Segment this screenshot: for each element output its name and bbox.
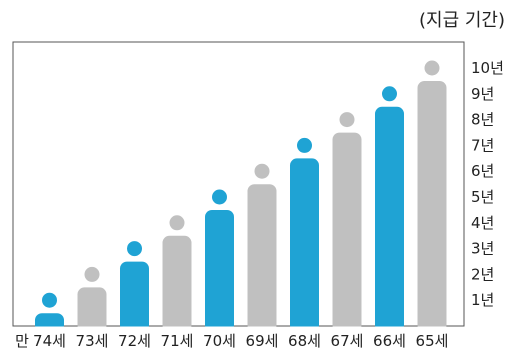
y-tick-label: 6년 bbox=[471, 162, 494, 180]
bar-head-6 bbox=[297, 137, 312, 153]
y-tick-label: 2년 bbox=[471, 265, 494, 283]
x-tick-label: 68세 bbox=[288, 332, 321, 349]
bar-3 bbox=[162, 235, 192, 332]
x-axis-prefix: 만 bbox=[15, 332, 29, 349]
bars-group bbox=[14, 60, 463, 335]
bar-9 bbox=[417, 81, 447, 332]
y-tick-label: 7년 bbox=[471, 136, 494, 154]
x-tick-label: 69세 bbox=[246, 332, 279, 349]
bar-head-1 bbox=[84, 266, 100, 282]
bar-head-9 bbox=[424, 60, 440, 76]
bar-2 bbox=[120, 261, 149, 332]
bar-head-3 bbox=[169, 215, 185, 231]
bar-head-4 bbox=[212, 189, 227, 205]
x-tick-label: 70세 bbox=[203, 332, 236, 349]
bar-5 bbox=[247, 184, 277, 332]
bar-head-8 bbox=[382, 86, 397, 102]
bar-head-2 bbox=[127, 241, 142, 257]
y-tick-label: 1년 bbox=[471, 291, 494, 309]
x-tick-label: 71세 bbox=[161, 332, 194, 349]
y-tick-label: 9년 bbox=[471, 85, 494, 103]
y-tick-label: 3년 bbox=[471, 240, 494, 258]
unit-label: (지급 기간) bbox=[418, 10, 505, 31]
bar-head-7 bbox=[339, 112, 355, 128]
x-tick-label: 65세 bbox=[416, 332, 449, 349]
y-tick-label: 5년 bbox=[471, 188, 494, 206]
bar-1 bbox=[77, 287, 107, 332]
bar-4 bbox=[205, 210, 234, 332]
x-tick-label: 74세 bbox=[33, 332, 66, 349]
x-tick-label: 67세 bbox=[331, 332, 364, 349]
bar-head-0 bbox=[42, 292, 57, 308]
y-tick-label: 8년 bbox=[471, 111, 494, 129]
bar-6 bbox=[290, 158, 319, 332]
x-tick-label: 72세 bbox=[118, 332, 151, 349]
y-tick-label: 4년 bbox=[471, 214, 494, 232]
bar-head-5 bbox=[254, 163, 270, 179]
x-tick-label: 66세 bbox=[373, 332, 406, 349]
y-axis-ticks: 1년 2년 3년 4년 5년 6년 7년 8년 9년 10년 bbox=[471, 59, 504, 309]
baseline-mask bbox=[14, 326, 463, 335]
x-tick-label: 73세 bbox=[76, 332, 109, 349]
bar-7 bbox=[332, 132, 362, 332]
y-tick-label: 10년 bbox=[471, 59, 504, 77]
plot-frame bbox=[12, 41, 465, 327]
bar-8 bbox=[375, 106, 404, 332]
x-axis-ticks: 74세 73세 72세 71세 70세 69세 68세 67세 66세 65세 bbox=[33, 332, 448, 349]
